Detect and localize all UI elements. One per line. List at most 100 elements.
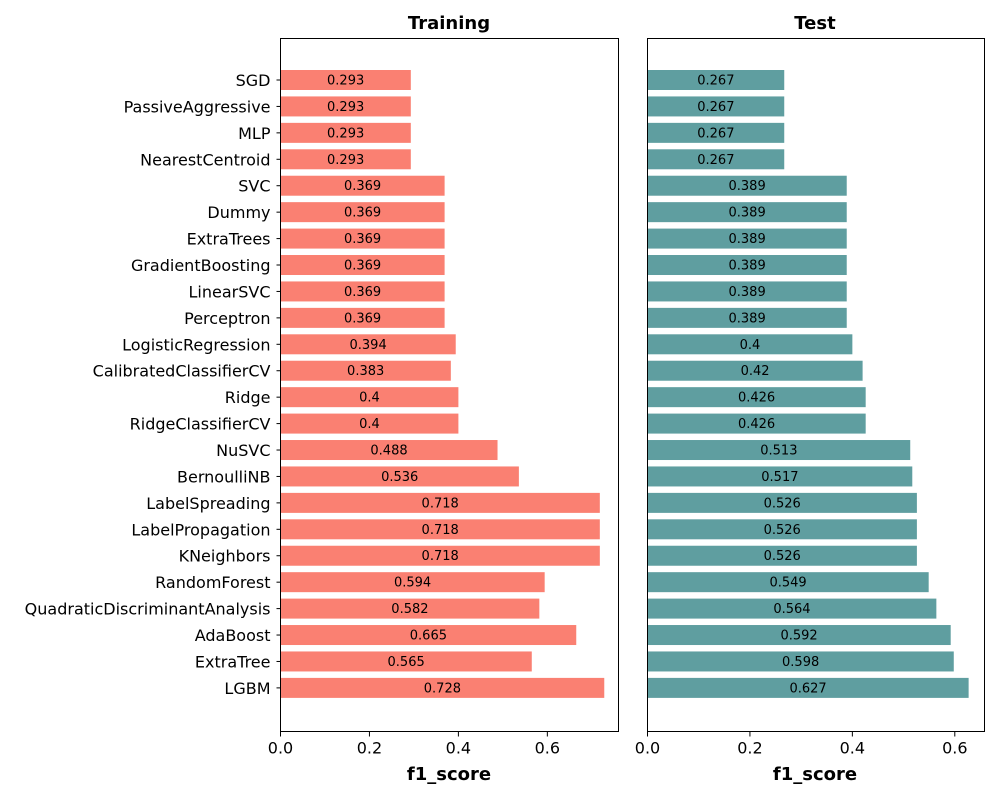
test-bar-value-label: 0.526 [764, 549, 801, 564]
test-x-tick-label: 0.4 [840, 739, 865, 758]
training-bar [280, 440, 498, 461]
training-bar-value-label: 0.293 [327, 126, 364, 141]
training-bar-value-label: 0.536 [381, 470, 418, 485]
category-label: LabelPropagation [131, 520, 270, 539]
test-bar [647, 572, 929, 593]
category-label: RidgeClassifierCV [130, 415, 271, 434]
training-bar-value-label: 0.718 [422, 523, 459, 538]
test-bar-value-label: 0.513 [760, 444, 797, 459]
training-bar-value-label: 0.4 [359, 417, 380, 432]
category-label: BernoulliNB [177, 467, 270, 486]
training-bar-value-label: 0.369 [344, 232, 381, 247]
test-bar [647, 519, 917, 540]
category-label: LabelSpreading [146, 494, 270, 513]
test-bar [647, 175, 847, 196]
category-label: GradientBoosting [131, 256, 271, 275]
training-x-tick-label: 0.4 [446, 739, 471, 758]
test-bar-value-label: 0.267 [697, 100, 734, 115]
category-label: NearestCentroid [140, 150, 270, 169]
training-bar-value-label: 0.383 [347, 364, 384, 379]
test-bar [647, 70, 785, 90]
test-x-tick-label: 0.2 [737, 739, 762, 758]
test-bar-value-label: 0.389 [729, 232, 766, 247]
test-bar [647, 360, 863, 381]
training-bar [280, 677, 605, 698]
training-bar [280, 307, 445, 328]
test-bar [647, 334, 853, 355]
training-bar [280, 492, 600, 513]
training-bar [280, 228, 445, 249]
category-label: QuadraticDiscriminantAnalysis [25, 600, 271, 619]
test-x-tick-label: 0.0 [635, 739, 660, 758]
test-bars: 0.267 0.267 0.267 0.267 0.389 0.389 0.389 0.389… [647, 70, 969, 698]
category-label: NuSVC [216, 441, 270, 460]
training-bar-value-label: 0.293 [327, 74, 364, 89]
test-bar [647, 625, 951, 646]
training-panel: Training 0.2930.2930.2930.2930.3690.3690… [25, 13, 619, 785]
category-label: SVC [238, 177, 270, 196]
category-label: Ridge [225, 388, 271, 407]
category-label: LogisticRegression [122, 335, 270, 354]
test-bar [647, 466, 913, 487]
training-title: Training [408, 13, 490, 34]
training-bar [280, 519, 600, 540]
test-bar [647, 677, 969, 698]
training-bar [280, 545, 600, 566]
training-category-labels: SGD PassiveAggressive MLP NearestCentroid SV… [25, 71, 281, 698]
test-x-tick-label: 0.6 [942, 739, 967, 758]
test-x-ticks: 0.0 0.2 0.4 0.6 [635, 731, 968, 758]
training-x-tick-label: 0.2 [357, 739, 382, 758]
category-label: MLP [238, 124, 271, 143]
test-bar-value-label: 0.592 [780, 629, 817, 644]
test-bar-value-label: 0.389 [729, 206, 766, 221]
training-bar-value-label: 0.565 [388, 655, 425, 670]
test-axes-frame [647, 38, 985, 732]
test-bar [647, 122, 785, 143]
training-bar [280, 281, 445, 302]
category-label: Perceptron [184, 309, 270, 328]
training-bar-value-label: 0.718 [422, 496, 459, 511]
test-bar-value-label: 0.389 [729, 285, 766, 300]
category-label: LGBM [224, 679, 270, 698]
test-bar-value-label: 0.426 [738, 391, 775, 406]
test-bar [647, 307, 847, 328]
test-bar [647, 413, 866, 434]
category-label: PassiveAggressive [124, 97, 271, 116]
training-bar [280, 96, 411, 117]
training-bar-value-label: 0.488 [370, 444, 407, 459]
test-title: Test [794, 13, 836, 34]
test-bar [647, 545, 917, 566]
test-bar [647, 492, 917, 513]
test-bar [647, 228, 847, 249]
training-bar [280, 202, 445, 223]
training-bar-value-label: 0.369 [344, 311, 381, 326]
test-bar [647, 651, 954, 672]
test-bar-value-label: 0.42 [741, 364, 770, 379]
category-label: AdaBoost [195, 626, 271, 645]
training-axes-frame [280, 38, 619, 732]
test-bar-value-label: 0.598 [782, 655, 819, 670]
test-bar-value-label: 0.627 [789, 681, 826, 696]
test-bar-value-label: 0.267 [697, 74, 734, 89]
training-bar [280, 466, 519, 487]
test-bar [647, 440, 911, 461]
category-label: KNeighbors [179, 547, 271, 566]
test-bar-value-label: 0.517 [761, 470, 798, 485]
test-bar-value-label: 0.389 [729, 311, 766, 326]
test-bar [647, 281, 847, 302]
training-bar [280, 651, 532, 672]
test-bar [647, 202, 847, 223]
test-bar-value-label: 0.389 [729, 259, 766, 274]
training-bar-value-label: 0.293 [327, 100, 364, 115]
test-bar-value-label: 0.267 [697, 153, 734, 168]
training-bar-value-label: 0.718 [422, 549, 459, 564]
test-bar-value-label: 0.549 [769, 576, 806, 591]
category-label: RandomForest [155, 573, 270, 592]
training-bars: 0.293 0.293 0.293 0.293 0.369 0.369 0.369 0.369… [280, 70, 605, 698]
category-label: SGD [236, 71, 271, 90]
test-x-axis-label: f1_score [773, 764, 857, 785]
training-bar [280, 413, 459, 434]
training-bar [280, 360, 451, 381]
test-panel: Test 0.267 0.267 0.267 0.267 0.389 0.389 0.389… [635, 13, 985, 785]
training-bar-value-label: 0.594 [394, 576, 431, 591]
